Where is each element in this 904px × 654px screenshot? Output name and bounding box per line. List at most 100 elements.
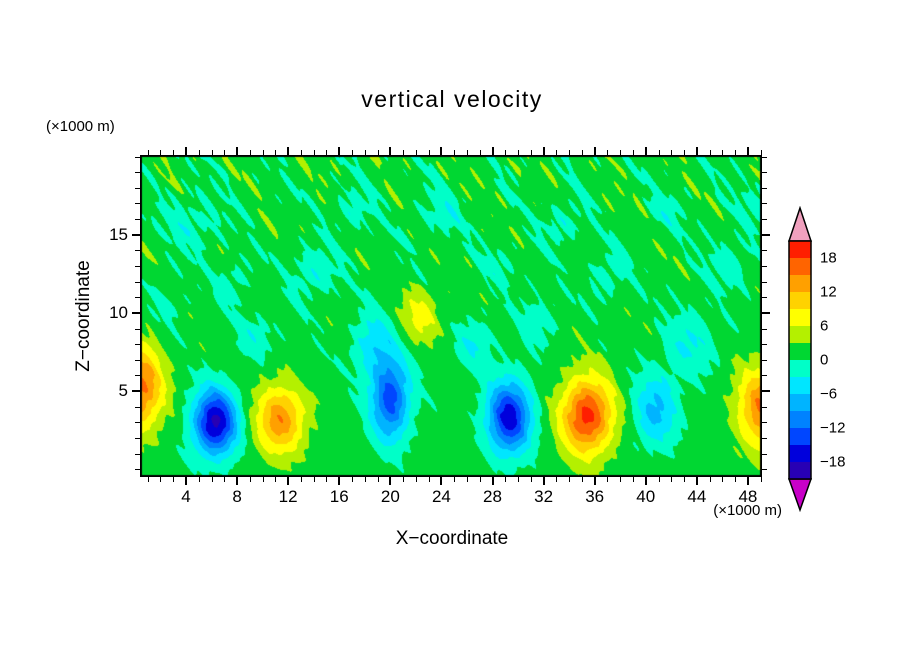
x-minor-tick — [147, 477, 149, 482]
x-minor-tick — [313, 477, 315, 482]
colorbar-label: −18 — [820, 453, 846, 471]
y-axis-unit-label: (×1000 m) — [46, 118, 115, 135]
y-minor-tick — [762, 328, 767, 330]
x-major-tick — [593, 477, 596, 485]
x-minor-tick — [249, 150, 251, 155]
x-major-tick — [440, 147, 443, 155]
colorbar-band — [789, 343, 811, 360]
colorbar-band — [789, 360, 811, 377]
x-minor-tick — [364, 477, 366, 482]
y-axis-title: Z−coordinate — [73, 260, 94, 372]
colorbar-labels: 18 12 6 0 −6 −12 −18 — [820, 206, 860, 512]
x-major-tick — [593, 147, 596, 155]
x-major-tick — [184, 147, 187, 155]
x-minor-tick — [415, 150, 417, 155]
x-minor-tick — [569, 150, 571, 155]
colorbar-band — [789, 292, 811, 309]
x-minor-tick — [364, 150, 366, 155]
x-major-tick — [491, 147, 494, 155]
x-major-tick — [287, 147, 290, 155]
x-minor-tick — [313, 150, 315, 155]
x-tick-label: 24 — [431, 487, 451, 506]
x-tick-label: 4 — [181, 487, 191, 506]
x-minor-tick — [530, 150, 532, 155]
x-minor-tick — [249, 477, 251, 482]
colorbar-frame — [788, 240, 812, 480]
y-minor-tick — [762, 187, 767, 189]
x-minor-tick — [620, 150, 622, 155]
y-minor-tick — [762, 281, 767, 283]
colorbar-band — [789, 326, 811, 343]
plot-title: vertical velocity — [361, 86, 543, 112]
x-minor-tick — [224, 477, 226, 482]
x-minor-tick — [198, 150, 200, 155]
x-minor-tick — [300, 477, 302, 482]
x-major-tick — [644, 477, 647, 485]
x-minor-tick — [658, 150, 660, 155]
x-tick-label: 48 — [738, 487, 758, 506]
x-minor-tick — [671, 477, 673, 482]
colorbar-band — [789, 275, 811, 292]
x-tick-label: 28 — [483, 487, 502, 506]
x-major-tick — [338, 477, 341, 485]
x-minor-tick — [684, 477, 686, 482]
x-major-tick — [287, 477, 290, 485]
x-minor-tick — [581, 477, 583, 482]
x-major-tick — [236, 477, 239, 485]
y-major-tick — [762, 311, 770, 314]
contour-canvas — [140, 155, 762, 477]
colorbar — [787, 205, 813, 513]
y-minor-tick — [135, 437, 140, 439]
y-minor-tick — [762, 203, 767, 205]
y-tick-label: 15 — [109, 224, 128, 244]
x-minor-tick — [658, 477, 660, 482]
x-major-tick — [389, 147, 392, 155]
x-minor-tick — [377, 150, 379, 155]
y-major-tick — [132, 311, 140, 314]
y-minor-tick — [135, 453, 140, 455]
colorbar-band — [789, 377, 811, 394]
y-major-tick — [132, 390, 140, 393]
x-minor-tick — [556, 477, 558, 482]
colorbar-band — [789, 394, 811, 411]
x-minor-tick — [722, 150, 724, 155]
x-minor-tick — [198, 477, 200, 482]
x-minor-tick — [147, 150, 149, 155]
x-minor-tick — [428, 477, 430, 482]
x-minor-tick — [633, 477, 634, 482]
x-minor-tick — [300, 150, 302, 155]
x-minor-tick — [505, 477, 507, 482]
x-minor-tick — [403, 477, 405, 482]
x-minor-tick — [722, 477, 724, 482]
x-major-tick — [440, 477, 443, 485]
x-minor-tick — [224, 150, 226, 155]
y-minor-tick — [762, 156, 767, 158]
x-axis-title: X−coordinate — [395, 528, 509, 549]
y-minor-tick — [762, 406, 767, 408]
y-minor-tick — [135, 422, 140, 424]
x-major-tick — [542, 477, 545, 485]
x-minor-tick — [160, 150, 162, 155]
x-major-tick — [338, 147, 341, 155]
y-minor-tick — [762, 422, 767, 424]
x-major-tick — [746, 147, 749, 155]
colorbar-band — [789, 445, 811, 462]
x-minor-tick — [479, 150, 481, 155]
x-tick-label: 12 — [278, 487, 298, 506]
y-minor-tick — [135, 297, 140, 299]
y-minor-tick — [135, 359, 140, 361]
y-minor-tick — [135, 281, 140, 283]
x-tick-label: 32 — [534, 487, 554, 506]
y-minor-tick — [135, 203, 140, 205]
x-minor-tick — [466, 477, 468, 482]
y-minor-tick — [762, 469, 767, 471]
x-minor-tick — [403, 150, 405, 155]
x-minor-tick — [735, 150, 737, 155]
colorbar-band — [789, 241, 811, 258]
x-minor-tick — [760, 477, 762, 482]
x-major-tick — [542, 147, 545, 155]
x-minor-tick — [709, 150, 711, 155]
colorbar-band — [789, 428, 811, 445]
y-minor-tick — [762, 344, 767, 346]
